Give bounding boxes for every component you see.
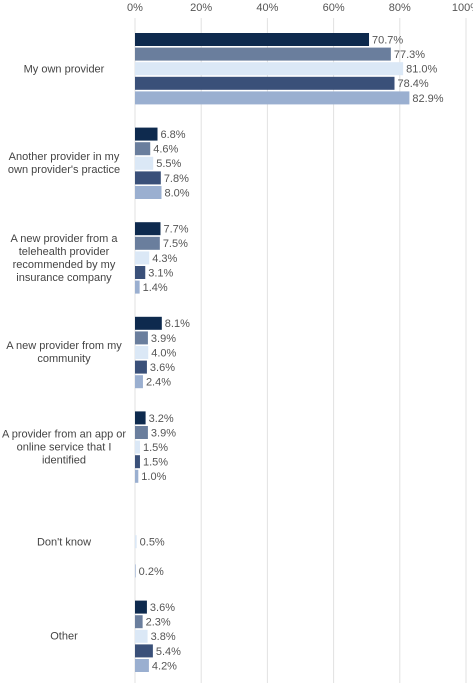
category-label: Other: [50, 630, 78, 643]
bar: [135, 316, 162, 330]
bar: [135, 346, 149, 359]
value-label: 77.3%: [394, 49, 425, 61]
x-tick-label: 20%: [190, 2, 212, 14]
category-label: A provider from an app or online service…: [1, 428, 127, 467]
value-label: 1.0%: [141, 471, 166, 483]
bar: [135, 156, 154, 170]
value-label: 1.5%: [143, 457, 168, 469]
value-label: 3.9%: [151, 427, 176, 439]
value-label: 0.2%: [139, 566, 164, 578]
value-label: 81.0%: [406, 64, 437, 76]
value-label: 8.1%: [165, 318, 190, 330]
bar: [135, 375, 143, 389]
bar: [135, 171, 161, 185]
bar: [135, 91, 410, 105]
value-label: 70.7%: [372, 34, 403, 46]
bar: [135, 280, 140, 294]
value-label: 4.6%: [153, 144, 178, 156]
bar: [135, 266, 146, 279]
value-label: 1.5%: [143, 442, 168, 454]
bar: [135, 76, 395, 90]
value-label: 0.5%: [140, 537, 165, 549]
value-label: 8.0%: [164, 187, 189, 199]
bar: [135, 47, 391, 61]
value-label: 7.5%: [163, 238, 188, 250]
bar: [135, 33, 370, 46]
category-label: Another provider in my own provider's pr…: [7, 151, 121, 177]
category-label: A new provider from a telehealth provide…: [10, 232, 118, 284]
value-label: 2.3%: [146, 617, 171, 629]
value-label: 4.2%: [152, 660, 177, 672]
x-tick-label: 80%: [389, 2, 411, 14]
bar: [135, 629, 148, 643]
bar: [135, 455, 140, 469]
bar: [135, 251, 150, 265]
category-label: My own provider: [23, 63, 105, 75]
bar: [135, 440, 140, 454]
value-label: 82.9%: [412, 93, 443, 105]
bar: [135, 236, 160, 250]
value-label: 2.4%: [146, 377, 171, 389]
bar: [135, 659, 149, 672]
value-label: 7.8%: [164, 173, 189, 185]
bar: [135, 644, 153, 658]
value-label: 3.8%: [151, 631, 176, 643]
value-label: 7.7%: [163, 224, 188, 236]
x-tick-label: 40%: [256, 2, 278, 14]
x-tick-label: 0%: [127, 2, 143, 14]
bar: [135, 411, 146, 425]
bar: [135, 142, 151, 156]
bar: [135, 360, 147, 374]
value-label: 4.0%: [151, 347, 176, 359]
bar: [135, 222, 161, 236]
value-label: 3.2%: [149, 413, 174, 425]
bar: [135, 62, 404, 76]
bar: [135, 535, 137, 549]
value-label: 3.9%: [151, 333, 176, 345]
bar: [135, 615, 143, 629]
value-label: 3.6%: [150, 602, 175, 614]
x-tick-label: 100%: [452, 2, 473, 14]
value-label: 4.3%: [152, 253, 177, 265]
category-label: Don't know: [36, 536, 92, 548]
value-label: 1.4%: [143, 282, 168, 294]
value-label: 3.1%: [148, 267, 173, 279]
value-label: 5.5%: [156, 158, 181, 170]
x-tick-label: 60%: [323, 2, 345, 14]
value-label: 3.6%: [150, 362, 175, 374]
value-label: 5.4%: [156, 646, 181, 658]
value-label: 6.8%: [161, 129, 186, 141]
bar: [135, 469, 139, 483]
bar: [135, 600, 147, 614]
bar: [135, 127, 158, 141]
bar: [135, 186, 162, 199]
category-label: A new provider from my community: [6, 340, 122, 366]
bar: [135, 426, 148, 439]
bar: [135, 564, 136, 578]
value-label: 78.4%: [398, 78, 429, 90]
bar: [135, 331, 148, 345]
